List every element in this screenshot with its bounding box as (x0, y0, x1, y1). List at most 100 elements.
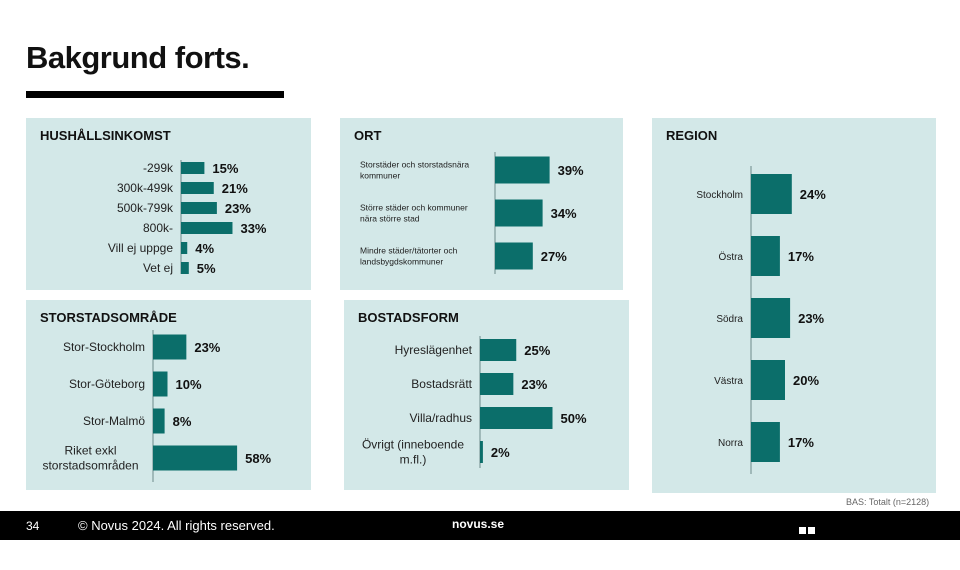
bar (480, 373, 514, 395)
logo-mark-icon (798, 512, 816, 570)
category-label: Villa/radhus (410, 411, 472, 425)
category-label-line: Övrigt (inneboende (362, 438, 464, 452)
category-label: Hyreslägenhet (395, 343, 473, 357)
panel-hushallsinkomst: HUSHÅLLSINKOMST -299k 15% 300k-499k 21% 500k… (26, 118, 311, 290)
panel-region: REGION Stockholm 24% Östra 17% Södra 23% Västr… (652, 118, 936, 493)
bar (181, 162, 205, 174)
value-label: 8% (173, 414, 192, 429)
value-label: 58% (245, 451, 271, 466)
category-label: Riket exkl storstadsområden (42, 444, 138, 473)
novus-logo: NOVUS (798, 512, 926, 570)
bar (480, 441, 483, 463)
value-label: 21% (222, 181, 248, 196)
footer: 34 © Novus 2024. All rights reserved. no… (0, 511, 960, 569)
category-label-line: Mindre städer/tätorter och (360, 246, 458, 256)
chart-ort: Storstäder och storstadsnära kommuner 39% S… (360, 152, 584, 274)
bar (495, 242, 533, 270)
bar (153, 334, 187, 360)
value-label: 15% (212, 161, 238, 176)
bar (480, 339, 517, 361)
category-label: Storstäder och storstadsnära kommuner (360, 160, 469, 181)
category-label-line: storstadsområden (42, 459, 138, 473)
panel-bostadsform: BOSTADSFORM Hyreslägenhet 25% Bostadsrätt 2… (344, 300, 629, 490)
category-label-line: Större städer och kommuner (360, 203, 468, 213)
bar (751, 236, 780, 276)
bar (181, 242, 188, 254)
value-label: 25% (524, 343, 550, 358)
category-label-line: Riket exkl (64, 444, 116, 458)
copyright: © Novus 2024. All rights reserved. (78, 518, 275, 533)
panel-storstadsomrade: STORSTADSOMRÅDE Stor-Stockholm 23% Stor-Gö… (26, 300, 311, 490)
page-number: 34 (26, 519, 40, 533)
category-label: Större städer och kommuner nära större st… (360, 203, 468, 224)
bar (751, 174, 792, 214)
panel-ort: ORT Storstäder och storstadsnära kommuner… (340, 118, 623, 290)
value-label: 34% (551, 206, 577, 221)
category-label: Östra (719, 251, 744, 263)
value-label: 5% (197, 261, 216, 276)
category-label: Västra (714, 376, 743, 387)
category-label-line: nära större stad (360, 214, 420, 224)
category-label-line: m.fl.) (400, 453, 427, 467)
base-note: BAS: Totalt (n=2128) (846, 497, 930, 507)
panel-title: ORT (354, 128, 382, 143)
category-label: Vill ej uppge (108, 241, 173, 255)
value-label: 10% (176, 377, 202, 392)
category-label: Övrigt (inneboende m.fl.) (362, 438, 464, 467)
category-label-line: Storstäder och storstadsnära (360, 160, 469, 170)
bar (153, 408, 165, 434)
chart-storstadsomrade: Stor-Stockholm 23% Stor-Göteborg 10% Stor-Ma… (42, 330, 272, 482)
value-label: 39% (558, 163, 584, 178)
bar (181, 182, 214, 194)
bar (751, 298, 791, 338)
category-label: 800k- (143, 221, 173, 235)
value-label: 23% (798, 311, 824, 326)
bar (751, 422, 780, 462)
value-label: 33% (240, 221, 266, 236)
category-label: Stockholm (696, 190, 743, 201)
chart-hushallsinkomst: -299k 15% 300k-499k 21% 500k-799k 23% 800k- 33%… (108, 160, 267, 276)
value-label: 27% (541, 249, 567, 264)
category-label: Bostadsrätt (411, 377, 472, 391)
bar (181, 222, 233, 234)
bar (480, 407, 553, 429)
bar (751, 360, 785, 400)
value-label: 2% (491, 445, 510, 460)
value-label: 23% (521, 377, 547, 392)
category-label: Mindre städer/tätorter och landsbygdskomm… (360, 246, 458, 267)
panel-title: REGION (666, 128, 718, 143)
value-label: 17% (788, 435, 814, 450)
bar (153, 371, 168, 397)
chart-region: Stockholm 24% Östra 17% Södra 23% Västra 20% Nor… (696, 166, 826, 474)
value-label: 24% (800, 187, 826, 202)
panel-title: HUSHÅLLSINKOMST (40, 128, 171, 143)
category-label-line: kommuner (360, 171, 400, 181)
website-link[interactable]: novus.se (452, 517, 505, 531)
bar (495, 156, 550, 184)
page-title: Bakgrund forts. (26, 40, 250, 75)
bar (153, 445, 238, 471)
value-label: 50% (561, 411, 587, 426)
category-label: 500k-799k (117, 201, 174, 215)
bar (181, 262, 189, 274)
value-label: 17% (788, 249, 814, 264)
category-label-line: landsbygdskommuner (360, 257, 443, 267)
category-label: Vet ej (143, 261, 173, 275)
chart-bostadsform: Hyreslägenhet 25% Bostadsrätt 23% Villa/radh… (362, 336, 587, 468)
panel-title: STORSTADSOMRÅDE (40, 310, 177, 325)
logo-text: NOVUS (818, 540, 927, 569)
category-label: 300k-499k (117, 181, 174, 195)
panel-title: BOSTADSFORM (358, 310, 459, 325)
bar (495, 199, 543, 227)
value-label: 20% (793, 373, 819, 388)
title-underline (26, 91, 284, 98)
value-label: 4% (195, 241, 214, 256)
bar (181, 202, 217, 214)
category-label: Norra (718, 438, 743, 449)
category-label: Stor-Stockholm (63, 340, 145, 354)
value-label: 23% (194, 340, 220, 355)
category-label: -299k (143, 161, 174, 175)
category-label: Stor-Göteborg (69, 377, 145, 391)
category-label: Stor-Malmö (83, 414, 145, 428)
value-label: 23% (225, 201, 251, 216)
